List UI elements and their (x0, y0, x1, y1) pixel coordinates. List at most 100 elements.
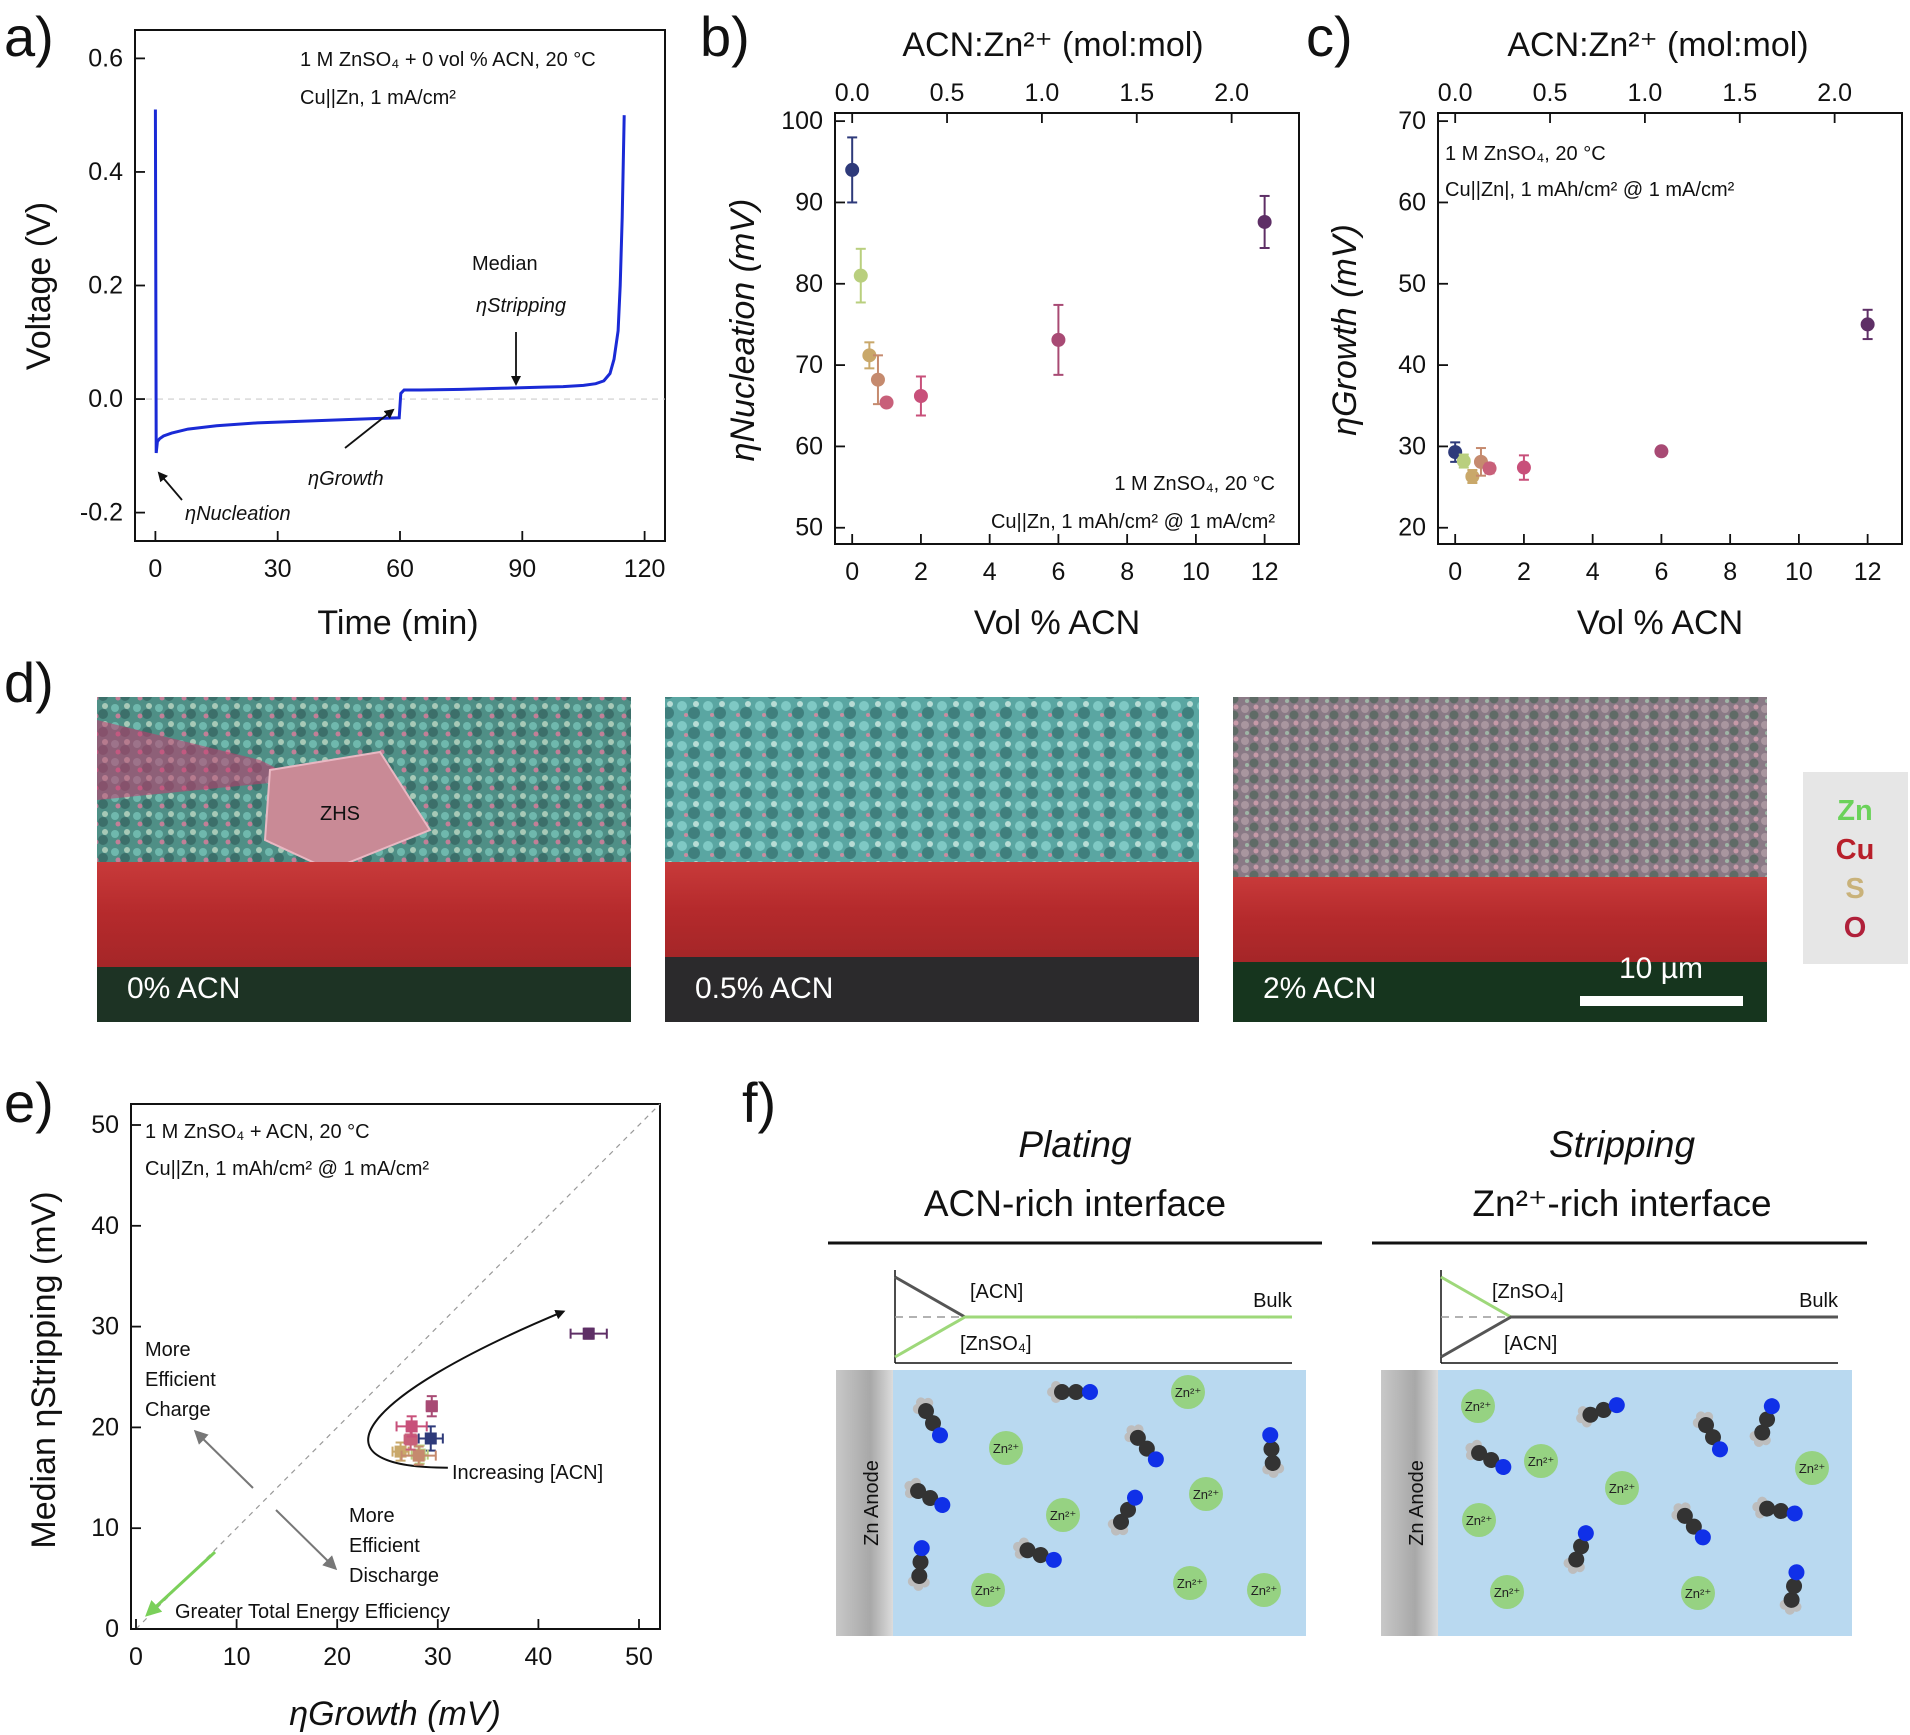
x-axis-title-a: Time (min) (317, 604, 478, 642)
data-point (862, 348, 877, 363)
nucleation-arrow (157, 471, 183, 501)
x-axis-a-tick-label: 120 (624, 555, 666, 583)
data-point (1516, 460, 1531, 475)
stripping-schematic: Stripping Zn²⁺-rich interface [ZnSO₄] [A… (1372, 1124, 1867, 1636)
x-axis-a-tick-label: 0 (148, 555, 162, 583)
x-axis-b-tick-label: 4 (983, 558, 997, 586)
x-axis-a-tick-label: 90 (508, 555, 536, 583)
stripping-zn-anode (1381, 1370, 1438, 1636)
zn-ion-label: Zn²⁺ (1251, 1583, 1277, 1598)
x-axis-title-e: ηGrowth (mV) (289, 1695, 501, 1733)
x-axis-e: 0 10 20 30 40 50 (129, 1619, 653, 1671)
data-points-c (1448, 308, 1875, 485)
y-axis-title-b: ηNucleation (mV) (724, 199, 762, 462)
carbon-atom (925, 1415, 941, 1432)
zn-ion (1462, 1503, 1496, 1537)
more-efficient-discharge-label: More Efficient Discharge (349, 1505, 439, 1587)
x-axis-a-tick-label: 30 (264, 555, 292, 583)
carbon-atom (1705, 1429, 1721, 1446)
y-axis-e-tick-label: 20 (91, 1413, 119, 1441)
nitrogen-atom (1577, 1525, 1594, 1542)
x-axis-c-tick-label: 12 (1854, 558, 1882, 586)
zn-ion-label: Zn²⁺ (1177, 1576, 1203, 1591)
stripping-bulk-label: Bulk (1799, 1290, 1839, 1312)
acn-molecule (912, 1397, 948, 1444)
x-axis-c-tick-label: 4 (1586, 558, 1600, 586)
plot-frame-c (1437, 112, 1903, 545)
acn-molecule (1262, 1427, 1285, 1478)
data-point (845, 162, 860, 177)
x-axis-b-tick-label: 10 (1182, 558, 1210, 586)
carbon-atom (1595, 1401, 1612, 1418)
nitrogen-atom (1694, 1529, 1711, 1546)
data-point (405, 1420, 418, 1433)
more-charge-line-2: Efficient (145, 1369, 216, 1391)
plating-acn-label: [ACN] (970, 1281, 1023, 1303)
nitrogen-atom (1712, 1441, 1728, 1458)
y-axis-b-tick-label: 50 (795, 514, 823, 542)
y-axis-title-a: Voltage (V) (20, 202, 58, 370)
sem-label-0-acn: 0% ACN (127, 972, 240, 1005)
plating-znso4-label: [ZnSO₄] (960, 1333, 1032, 1355)
y-axis-b: 50 60 70 80 90 100 (781, 107, 845, 542)
sem-image-2-acn: 2% ACN 10 µm (1233, 697, 1767, 1022)
more-discharge-line-3: Discharge (349, 1565, 439, 1587)
carbon-atom (1754, 1424, 1771, 1441)
legend-zn: Zn (1837, 795, 1872, 827)
charge-arrow (193, 1429, 254, 1489)
sem-image-0-5-acn: 0.5% ACN (665, 697, 1199, 1022)
y-axis-a-tick-label: 0.6 (88, 44, 123, 72)
x-axis-c-tick-label: 2 (1517, 558, 1531, 586)
more-discharge-line-1: More (349, 1505, 395, 1527)
data-point (412, 1449, 425, 1462)
legend-cu: Cu (1836, 834, 1875, 866)
x-axis-e-tick-label: 30 (424, 1643, 452, 1671)
nitrogen-atom (934, 1497, 951, 1513)
carbon-atom (1120, 1501, 1136, 1518)
legend-s: S (1845, 873, 1864, 905)
carbon-atom (1263, 1441, 1280, 1458)
eta-growth-label: ηGrowth (308, 468, 384, 490)
legend-o: O (1844, 912, 1867, 944)
y-axis-e: 0 10 20 30 40 50 (91, 1111, 141, 1643)
eta-stripping-label: ηStripping (476, 295, 566, 317)
nitrogen-atom (1786, 1505, 1803, 1522)
top-axis-c-tick-label: 2.0 (1817, 79, 1852, 107)
stripping-anode-label: Zn Anode (1406, 1460, 1428, 1546)
annotation-electrolyte-e: 1 M ZnSO₄ + ACN, 20 °C (145, 1121, 370, 1143)
energy-efficiency-arrow (145, 1550, 217, 1617)
x-axis-c: 0 2 4 6 8 10 12 (1448, 534, 1882, 586)
stripping-mode-label: Stripping (1549, 1124, 1695, 1165)
x-axis-e-tick-label: 20 (323, 1643, 351, 1671)
data-point (1860, 317, 1875, 332)
y-axis-b-tick-label: 100 (781, 107, 823, 135)
acn-molecule (904, 1477, 951, 1513)
top-axis-c-tick-label: 0.5 (1533, 79, 1568, 107)
scale-bar (1580, 996, 1743, 1006)
acn-molecule (907, 1540, 930, 1591)
annotation-electrolyte-b: 1 M ZnSO₄, 20 °C (1114, 473, 1275, 495)
plating-species: Zn²⁺ Zn²⁺ Zn²⁺ Zn²⁺ Zn²⁺ Zn²⁺ Zn²⁺ (904, 1375, 1285, 1607)
top-axis-title-c: ACN:Zn²⁺ (mol:mol) (1507, 26, 1808, 64)
zn-ion-label: Zn²⁺ (1609, 1481, 1635, 1496)
carbon-atom (1068, 1384, 1084, 1400)
plating-schematic: Plating ACN-rich interface [ACN] [ZnSO₄]… (828, 1124, 1322, 1636)
x-axis-b-tick-label: 0 (845, 558, 859, 586)
acn-molecule (1779, 1564, 1805, 1615)
top-axis-c-tick-label: 1.5 (1722, 79, 1757, 107)
acn-molecule (1752, 1496, 1803, 1522)
y-axis-c-tick-label: 30 (1398, 432, 1426, 460)
zn-ion (1490, 1575, 1524, 1609)
panel-b: b) ACN:Zn²⁺ (mol:mol) 0 2 4 6 8 10 12 0.0 0.5 1.… (700, 5, 1300, 642)
nitrogen-atom (932, 1427, 948, 1444)
top-axis-c-tick-label: 0.0 (1438, 79, 1473, 107)
zn-ion (1524, 1444, 1558, 1478)
zn-ion (1461, 1389, 1495, 1423)
data-point (879, 395, 894, 410)
acn-molecule (1465, 1439, 1512, 1475)
zn-ion-label: Zn²⁺ (1685, 1586, 1711, 1601)
x-axis-e-tick-label: 40 (524, 1643, 552, 1671)
acn-molecule (1107, 1489, 1143, 1536)
carbon-atom (910, 1483, 927, 1499)
nitrogen-atom (913, 1540, 930, 1557)
